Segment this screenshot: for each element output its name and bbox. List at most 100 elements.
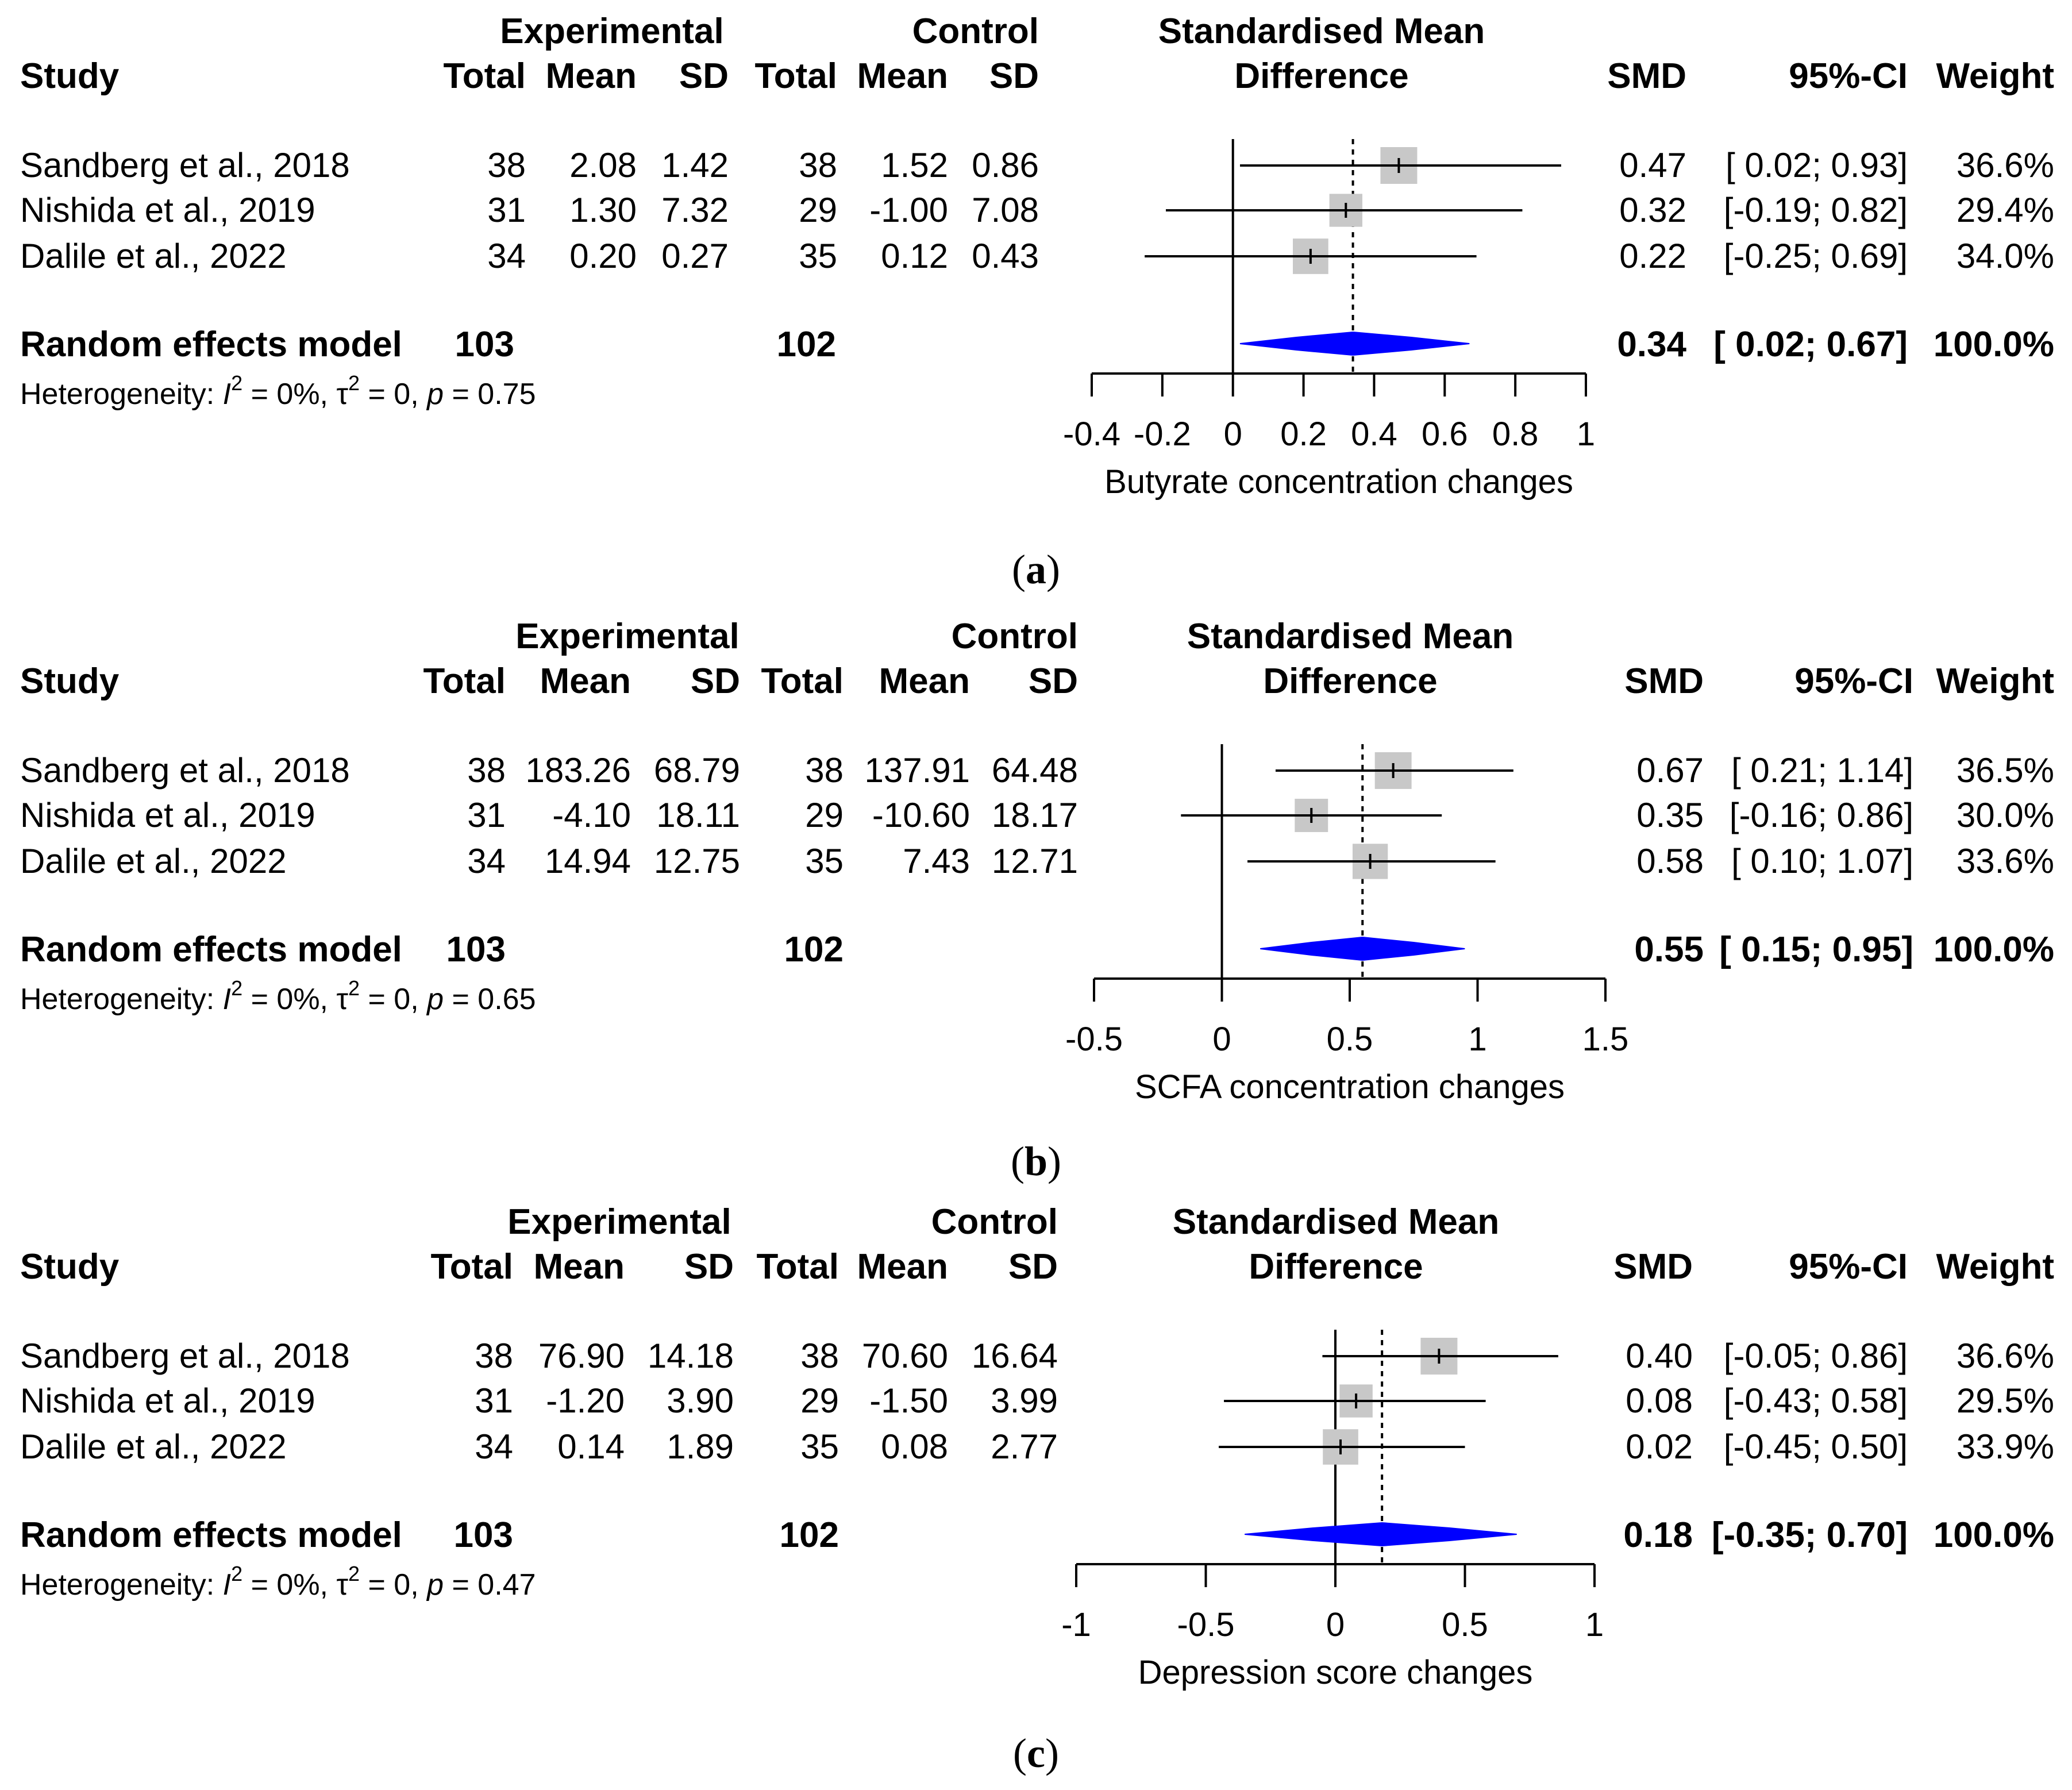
exp-sd-header: SD [679,56,729,96]
smd-value: 0.35 [1636,796,1704,834]
ci-value: [-0.45; 0.50] [1724,1427,1908,1466]
x-tick-label: 0.4 [1351,415,1397,453]
study-name: Sandberg et al., 2018 [20,146,350,184]
study-row: Sandberg et al., 2018 38 2.08 1.42 38 1.52 0.8… [20,146,2054,184]
weight-column-header: Weight [1936,56,2055,96]
ci-value: [-0.05; 0.86] [1724,1337,1908,1375]
smd-plot-subtitle: Difference [1234,56,1408,96]
exp-total: 38 [487,146,526,184]
ctrl-mean: -10.60 [872,796,970,834]
exp-total: 38 [475,1337,513,1375]
ctrl-total: 38 [799,146,837,184]
pooled-ci-value: [ 0.02; 0.67] [1713,325,1908,364]
exp-mean: 76.90 [538,1337,625,1375]
ci-column-header: 95%-CI [1794,661,1913,701]
smd-plot-subtitle: Difference [1249,1247,1423,1287]
ctrl-total-header: Total [755,56,838,96]
ctrl-mean: -1.50 [869,1381,948,1420]
pooled-effect-diamond [1260,936,1465,961]
study-name: Dalile et al., 2022 [20,1427,287,1466]
exp-sd: 1.89 [667,1427,734,1466]
exp-sd: 18.11 [656,796,740,834]
smd-plot-title: Standardised Mean [1173,1202,1499,1242]
exp-sd: 68.79 [654,751,740,790]
exp-total: 31 [467,796,506,834]
weight-value: 34.0% [1957,237,2054,275]
x-tick-label: -0.5 [1177,1606,1235,1643]
study-column-header: Study [20,56,120,96]
x-tick-label: 0.5 [1442,1606,1488,1643]
study-row: Dalile et al., 2022 34 0.20 0.27 35 0.12 0.43 0… [20,237,2054,275]
pooled-smd-value: 0.34 [1617,325,1686,364]
pooled-exp-total: 103 [446,930,506,969]
x-tick-label: -0.2 [1134,415,1191,453]
exp-total: 38 [467,751,506,790]
ctrl-mean-header: Mean [857,56,948,96]
panel-caption: (b) [1011,1138,1061,1184]
x-axis-label: Depression score changes [1138,1654,1533,1691]
heterogeneity-stats: Heterogeneity: I2 = 0%, τ2 = 0, p = 0.47 [20,1562,536,1602]
control-group-header: Control [912,11,1039,51]
pooled-ctrl-total: 102 [777,325,836,364]
study-name: Nishida et al., 2019 [20,796,315,834]
exp-total: 31 [475,1381,513,1420]
smd-value: 0.08 [1626,1381,1693,1420]
study-name: Dalile et al., 2022 [20,237,287,275]
weight-value: 33.9% [1957,1427,2054,1466]
ctrl-sd-header: SD [1008,1247,1058,1287]
weight-value: 33.6% [1957,842,2054,880]
x-tick-label: 1 [1468,1021,1486,1058]
x-tick-label: 1.5 [1582,1021,1629,1058]
weight-value: 29.4% [1957,191,2054,229]
study-name: Dalile et al., 2022 [20,842,287,880]
exp-mean: 2.08 [569,146,637,184]
x-tick-label: 0.6 [1422,415,1468,453]
exp-total: 34 [487,237,526,275]
pooled-exp-total: 103 [455,325,514,364]
study-name: Nishida et al., 2019 [20,1381,315,1420]
pooled-effect-diamond [1245,1522,1517,1547]
control-group-header: Control [931,1202,1058,1242]
x-axis: -0.5 0 0.5 1 1.5 SCFA concentration changes [1065,977,1629,1106]
weight-column-header: Weight [1936,661,2055,701]
ctrl-total: 29 [800,1381,839,1420]
exp-total-header: Total [431,1247,514,1287]
ctrl-mean-header: Mean [879,661,970,701]
smd-value: 0.58 [1636,842,1704,880]
x-tick-label: 0.2 [1280,415,1327,453]
study-row: Dalile et al., 2022 34 14.94 12.75 35 7.43 12.… [20,842,2054,880]
exp-mean: 0.14 [557,1427,625,1466]
x-tick-label: 1 [1577,415,1595,453]
heterogeneity-stats: Heterogeneity: I2 = 0%, τ2 = 0, p = 0.75 [20,371,536,411]
panel-caption: (c) [1013,1730,1059,1776]
ci-value: [ 0.10; 1.07] [1731,842,1913,880]
study-row: Nishida et al., 2019 31 -4.10 18.11 29 -10.60… [20,796,2054,834]
study-column-header: Study [20,661,120,701]
weight-value: 36.6% [1957,146,2054,184]
exp-total: 34 [475,1427,513,1466]
ci-value: [-0.43; 0.58] [1724,1381,1908,1420]
ctrl-mean: 1.52 [881,146,948,184]
exp-mean-header: Mean [546,56,637,96]
ctrl-mean: 0.12 [881,237,948,275]
exp-mean: 183.26 [525,751,631,790]
exp-total: 31 [487,191,526,229]
ctrl-mean-header: Mean [857,1247,948,1287]
ci-value: [-0.19; 0.82] [1724,191,1908,229]
ctrl-total: 38 [805,751,844,790]
ci-value: [-0.16; 0.86] [1730,796,1913,834]
weight-value: 36.5% [1957,751,2054,790]
pooled-weight-value: 100.0% [1934,1515,2054,1555]
exp-mean: 0.20 [569,237,637,275]
ctrl-total: 29 [805,796,844,834]
study-row: Dalile et al., 2022 34 0.14 1.89 35 0.08 2.77 0… [20,1427,2054,1466]
pooled-ctrl-total: 102 [784,930,844,969]
forest-panel-b: Experimental Control Standardised Mean Stud… [20,617,2054,1184]
ctrl-mean: 137.91 [864,751,970,790]
ctrl-sd: 0.86 [972,146,1039,184]
forest-panel-a: Experimental Control Standardised Mean Stud… [20,11,2054,592]
control-group-header: Control [952,617,1078,656]
ci-column-header: 95%-CI [1789,1247,1908,1287]
experimental-group-header: Experimental [500,11,723,51]
